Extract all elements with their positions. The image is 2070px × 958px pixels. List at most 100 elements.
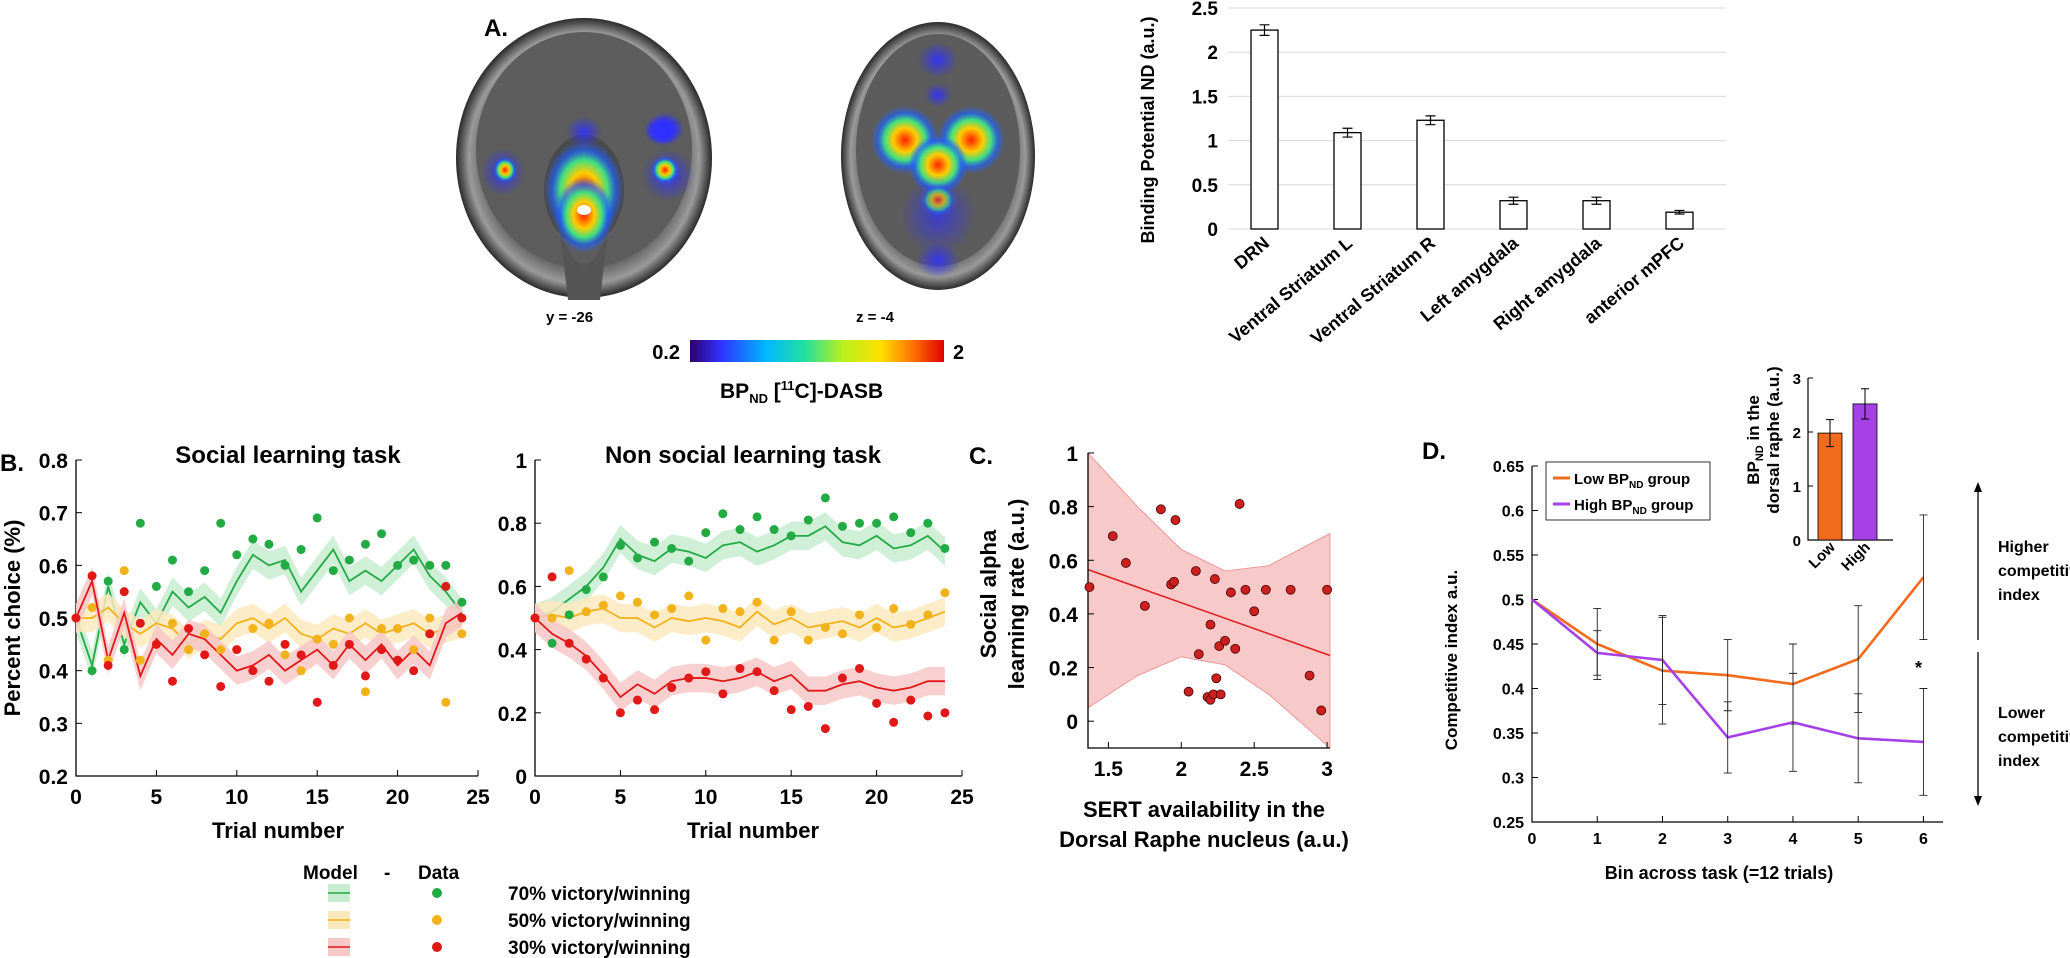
data-point — [735, 607, 745, 617]
data-point — [769, 525, 779, 535]
data-point — [119, 645, 129, 655]
bar-a-ytick: 0 — [1207, 220, 1218, 241]
y-tick-label: 0.5 — [39, 608, 69, 631]
data-point — [940, 588, 950, 598]
series-errorbar — [1854, 693, 1863, 784]
series-errorbar — [1919, 514, 1928, 640]
d-legend-label: Low BPND group — [1574, 471, 1690, 491]
data-point — [280, 639, 290, 649]
d-ylabel: Competitive index a.u. — [1442, 570, 1461, 750]
bar-a-ytick: 1.5 — [1192, 87, 1219, 108]
data-point — [701, 635, 711, 645]
scatter-ylabel-line2: learning rate (a.u.) — [1004, 499, 1029, 690]
x-tick-label: 10 — [694, 786, 717, 809]
data-point — [598, 600, 608, 610]
data-point — [151, 581, 161, 591]
colorbar-min: 0.2 — [652, 342, 680, 364]
y-tick-label: 0.8 — [498, 513, 528, 536]
scatter-xlabel-line1: SERT availability in the — [1083, 797, 1325, 822]
data-point — [248, 624, 258, 634]
data-point — [632, 695, 642, 705]
data-point — [547, 572, 557, 582]
higher-annotation-text: competitive — [1998, 563, 2070, 580]
data-point — [296, 666, 306, 676]
higher-annotation-text: index — [1998, 587, 2040, 604]
data-point — [280, 560, 290, 570]
scatter-xlabel-line2: Dorsal Raphe nucleus (a.u.) — [1059, 827, 1349, 852]
data-point — [837, 521, 847, 531]
scatter-point — [1209, 574, 1220, 584]
data-point — [684, 591, 694, 601]
d-legend-box — [1545, 461, 1711, 521]
colorbar-max: 2 — [953, 342, 964, 364]
inset-errorbar — [1826, 419, 1834, 448]
data-point — [564, 638, 574, 648]
data-point — [701, 667, 711, 677]
nonsocial-learning-plot: Non social learning task Trial number 00… — [498, 442, 974, 843]
data-point — [344, 613, 354, 623]
x-tick-label: 25 — [466, 786, 490, 809]
data-point — [632, 553, 642, 563]
y-tick-label: 0.25 — [1493, 815, 1524, 832]
scatter-point — [1260, 584, 1271, 595]
data-point — [409, 666, 419, 676]
inset-errorbar — [1861, 388, 1869, 420]
scatter-point — [1155, 504, 1166, 515]
panel-c: C. Social alpha learning rate (a.u.) SER… — [969, 443, 1349, 852]
x-tick-label: 20 — [865, 786, 888, 809]
scatter-point — [1249, 606, 1260, 617]
data-point — [360, 539, 370, 549]
data-point — [667, 543, 677, 553]
data-point — [581, 607, 591, 617]
data-point — [615, 540, 625, 550]
data-point — [803, 515, 813, 525]
scatter-point — [1215, 689, 1226, 700]
data-point — [200, 566, 210, 576]
data-point — [200, 650, 210, 660]
data-point — [837, 673, 847, 683]
scatter-point — [1304, 670, 1315, 681]
x-tick-label: 5 — [615, 786, 627, 809]
data-point — [752, 667, 762, 677]
y-tick-label: 0.6 — [1049, 550, 1078, 573]
scatter-point — [1285, 584, 1296, 595]
y-tick-label: 0.8 — [39, 450, 69, 473]
scatter-point — [1205, 619, 1216, 630]
data-point — [135, 655, 145, 665]
scatter-point — [1316, 705, 1327, 716]
higher-arrowhead — [1974, 482, 1982, 492]
y-tick-label: 0.6 — [39, 555, 68, 578]
data-point — [135, 618, 145, 628]
data-point — [855, 610, 865, 620]
data-point — [940, 708, 950, 718]
bar-a-ytick: 0.5 — [1192, 176, 1219, 197]
y-tick-label: 0.2 — [39, 766, 68, 789]
nonsocial-plot-title: Non social learning task — [605, 442, 882, 469]
data-point — [184, 587, 194, 597]
panel-a-label: A. — [484, 15, 508, 42]
data-point — [425, 629, 435, 639]
bar-a-errorbar — [1591, 196, 1602, 205]
inset-bar — [1817, 432, 1843, 541]
data-point — [457, 613, 467, 623]
data-point — [718, 509, 728, 519]
data-point — [855, 518, 865, 528]
data-point — [87, 666, 97, 676]
y-tick-label: 0.4 — [498, 640, 528, 663]
lower-annotation-text: Lower — [1998, 705, 2045, 722]
bar-a-bar — [1333, 131, 1362, 230]
y-tick-label: 0.6 — [1502, 504, 1524, 521]
data-point — [786, 531, 796, 541]
bar-a-errorbar — [1342, 127, 1353, 138]
data-point — [718, 689, 728, 699]
data-point — [581, 654, 591, 664]
data-point — [232, 645, 242, 655]
x-tick-label: 2.5 — [1240, 758, 1270, 781]
inset-y-tick-label: 0 — [1793, 533, 1801, 550]
data-point — [200, 629, 210, 639]
social-learning-plot: Social learning task Percent choice (%) … — [0, 442, 490, 843]
coronal-brain-image — [456, 18, 712, 300]
scatter-point — [1322, 584, 1332, 595]
series-errorbar — [1658, 615, 1667, 705]
data-point — [889, 512, 899, 522]
